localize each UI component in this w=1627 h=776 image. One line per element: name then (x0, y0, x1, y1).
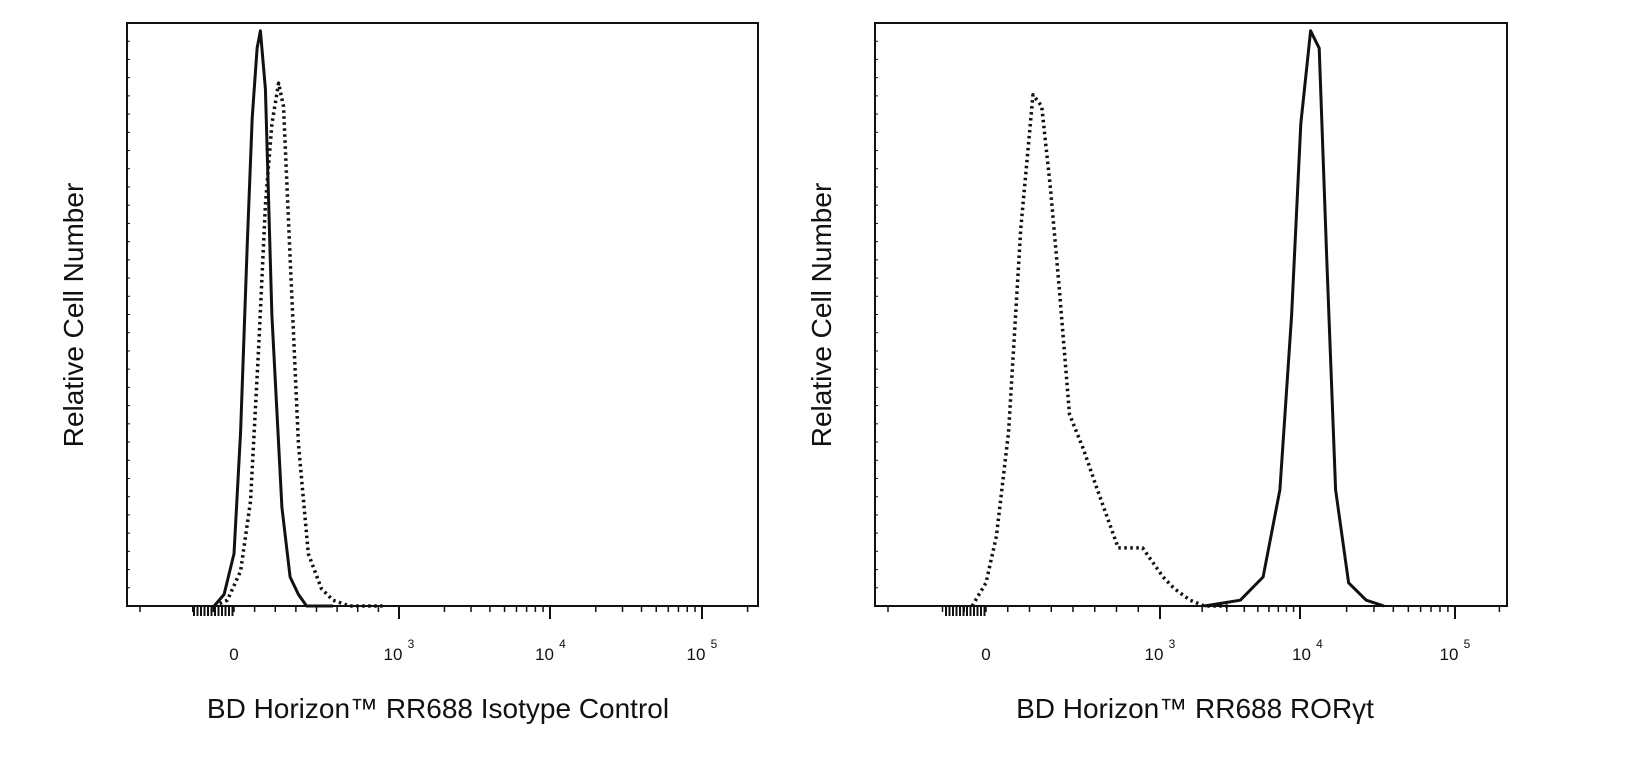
histogram-dotted-series (970, 92, 1231, 608)
x-tick-label: 10 (535, 645, 554, 664)
y-axis-ticks (875, 40, 878, 589)
y-axis-label: Relative Cell Number (806, 183, 837, 448)
plot-frame (126, 22, 759, 607)
x-tick-label: 0 (229, 645, 238, 664)
histogram-panel-isotype: 0 10 3 10 4 10 5 Relative Cell Number BD Horiz… (58, 22, 759, 724)
x-tick-exponent: 3 (1169, 637, 1176, 651)
x-tick-label: 10 (1145, 645, 1164, 664)
x-axis-label: BD Horizon™ RR688 RORγt (1016, 693, 1374, 724)
histogram-solid-series (213, 29, 333, 608)
x-tick-exponent: 5 (711, 637, 718, 651)
x-axis-ticks (139, 606, 749, 619)
x-tick-labels: 0 10 3 10 4 10 5 (981, 637, 1470, 664)
x-tick-labels: 0 10 3 10 4 10 5 (229, 637, 717, 664)
x-tick-label: 10 (384, 645, 403, 664)
x-axis-ticks (887, 606, 1501, 619)
x-tick-exponent: 4 (1316, 637, 1323, 651)
plot-frame (874, 22, 1508, 607)
histogram-panel-rorgt: 0 10 3 10 4 10 5 Relative Cell Number BD Horiz… (806, 22, 1508, 724)
histogram-solid-series (1204, 29, 1385, 608)
x-tick-exponent: 5 (1464, 637, 1471, 651)
series-layer (213, 29, 383, 608)
x-tick-label: 0 (981, 645, 990, 664)
histogram-dotted-series (213, 81, 383, 608)
x-tick-label: 10 (1440, 645, 1459, 664)
x-tick-label: 10 (1292, 645, 1311, 664)
y-axis-ticks (127, 40, 130, 589)
series-layer (970, 29, 1385, 608)
x-tick-label: 10 (687, 645, 706, 664)
y-axis-label: Relative Cell Number (58, 183, 89, 448)
x-tick-exponent: 4 (559, 637, 566, 651)
x-axis-label: BD Horizon™ RR688 Isotype Control (207, 693, 669, 724)
x-tick-exponent: 3 (408, 637, 415, 651)
